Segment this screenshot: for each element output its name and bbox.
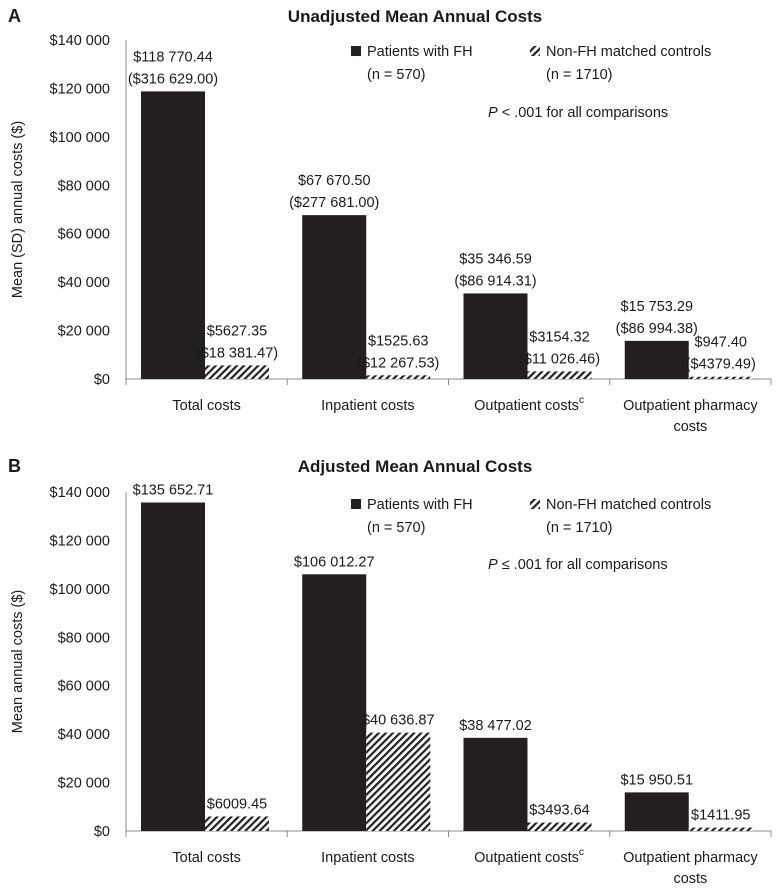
- y-tick-label: $100 000: [50, 582, 110, 598]
- y-tick-label: $100 000: [50, 130, 110, 146]
- legend-swatch-control: [530, 46, 540, 56]
- data-label-control: $5627.35: [207, 323, 267, 339]
- y-tick-label: $40 000: [58, 727, 110, 743]
- data-label-control: ($18 381.47): [196, 345, 278, 361]
- p-value-note: P < .001 for all comparisons: [488, 105, 668, 121]
- data-label-control: $6009.45: [207, 796, 267, 812]
- footnote-superscript: c: [579, 394, 584, 406]
- data-label-fh: $118 770.44: [133, 49, 213, 65]
- panel-letter: A: [8, 6, 21, 26]
- legend-swatch-control: [530, 499, 540, 509]
- legend-label-fh: Patients with FH: [367, 497, 473, 513]
- bar-fh: [141, 91, 205, 380]
- legend-swatch-fh: [351, 46, 361, 56]
- y-tick-label: $80 000: [58, 630, 110, 646]
- footnote-superscript: c: [579, 846, 584, 858]
- bar-control: [527, 371, 592, 379]
- data-label-fh: $135 652.71: [133, 483, 214, 499]
- legend-n-control: (n = 1710): [546, 520, 613, 536]
- legend-n-fh: (n = 570): [367, 520, 425, 536]
- bar-control: [688, 827, 753, 831]
- y-tick-label: $20 000: [58, 776, 110, 792]
- p-value-note: P ≤ .001 for all comparisons: [488, 557, 668, 573]
- data-label-control: ($11 026.46): [519, 351, 600, 367]
- data-label-fh: ($86 914.31): [454, 273, 536, 289]
- legend-n-fh: (n = 570): [367, 67, 425, 83]
- panel-letter: B: [8, 456, 21, 476]
- y-axis-label: Mean (SD) annual costs ($): [10, 121, 26, 298]
- bar-fh: [624, 340, 689, 379]
- data-label-control: $947.40: [695, 335, 747, 351]
- data-label-fh: $106 012.27: [294, 554, 375, 570]
- data-label-fh: ($86 994.38): [616, 321, 698, 337]
- bar-control: [366, 732, 431, 831]
- data-label-control: $1525.63: [368, 333, 428, 349]
- x-category-label: Outpatient pharmacy: [623, 398, 758, 414]
- x-category-label: Inpatient costs: [321, 850, 415, 866]
- x-category-label: Outpatient costsc: [474, 846, 584, 866]
- data-label-control: ($4379.49): [686, 357, 756, 373]
- y-tick-label: $140 000: [50, 485, 110, 501]
- y-tick-label: $80 000: [58, 178, 110, 194]
- legend: Patients with FH (n = 570) Non-FH matched …: [351, 44, 711, 83]
- bar-control: [205, 365, 269, 379]
- legend-label-control: Non-FH matched controls: [546, 497, 711, 513]
- bar-control: [688, 376, 753, 379]
- y-tick-label: $20 000: [58, 324, 110, 340]
- y-tick-label: $140 000: [50, 33, 110, 49]
- data-label-fh: $67 670.50: [298, 173, 371, 189]
- panel-a: A Unadjusted Mean Annual Costs Mean (SD) a…: [8, 6, 772, 435]
- x-category-label: Outpatient pharmacy: [623, 850, 758, 866]
- data-label-fh: $38 477.02: [459, 718, 532, 734]
- x-category-label: Total costs: [172, 398, 241, 414]
- y-axis-label: Mean annual costs ($): [10, 590, 26, 733]
- y-tick-label: $0: [94, 824, 110, 840]
- bar-fh: [141, 502, 205, 831]
- data-label-control: $3154.32: [529, 329, 589, 345]
- data-label-fh: ($277 681.00): [289, 195, 379, 211]
- x-category-label: Total costs: [172, 850, 241, 866]
- data-label-fh: $15 950.51: [620, 772, 693, 788]
- legend-n-control: (n = 1710): [546, 67, 613, 83]
- y-tick-label: $60 000: [58, 679, 110, 695]
- data-label-control: $1411.95: [691, 808, 750, 824]
- bar-control: [205, 816, 269, 831]
- x-category-label: Inpatient costs: [321, 398, 415, 414]
- bar-fh: [302, 215, 367, 379]
- bar-fh: [463, 737, 528, 831]
- data-label-control: ($12 267.53): [357, 355, 439, 371]
- bar-control: [527, 822, 592, 831]
- bar-fh: [624, 792, 689, 831]
- y-tick-label: $120 000: [50, 81, 110, 97]
- data-label-fh: $15 753.29: [620, 299, 693, 315]
- y-tick-label: $120 000: [50, 533, 110, 549]
- x-category-label-line2: costs: [673, 871, 707, 887]
- legend: Patients with FH (n = 570) Non-FH matched …: [351, 497, 711, 536]
- y-tick-label: $60 000: [58, 227, 110, 243]
- bar-fh: [302, 574, 367, 831]
- legend-swatch-fh: [351, 499, 361, 509]
- data-label-control: $40 636.87: [362, 713, 435, 729]
- chart-title: Unadjusted Mean Annual Costs: [288, 7, 542, 26]
- bar-control: [366, 375, 431, 379]
- x-category-label: Outpatient costsc: [474, 394, 584, 414]
- panel-b: B Adjusted Mean Annual Costs Mean annual c…: [8, 456, 772, 887]
- bar-fh: [463, 293, 528, 379]
- data-label-fh: ($316 629.00): [128, 71, 218, 87]
- legend-label-fh: Patients with FH: [367, 44, 473, 60]
- legend-label-control: Non-FH matched controls: [546, 44, 711, 60]
- x-category-label-line2: costs: [673, 419, 707, 435]
- data-label-fh: $35 346.59: [459, 251, 532, 267]
- data-label-control: $3493.64: [529, 803, 589, 819]
- chart-title: Adjusted Mean Annual Costs: [298, 457, 533, 476]
- y-tick-label: $0: [94, 372, 110, 388]
- y-tick-label: $40 000: [58, 275, 110, 291]
